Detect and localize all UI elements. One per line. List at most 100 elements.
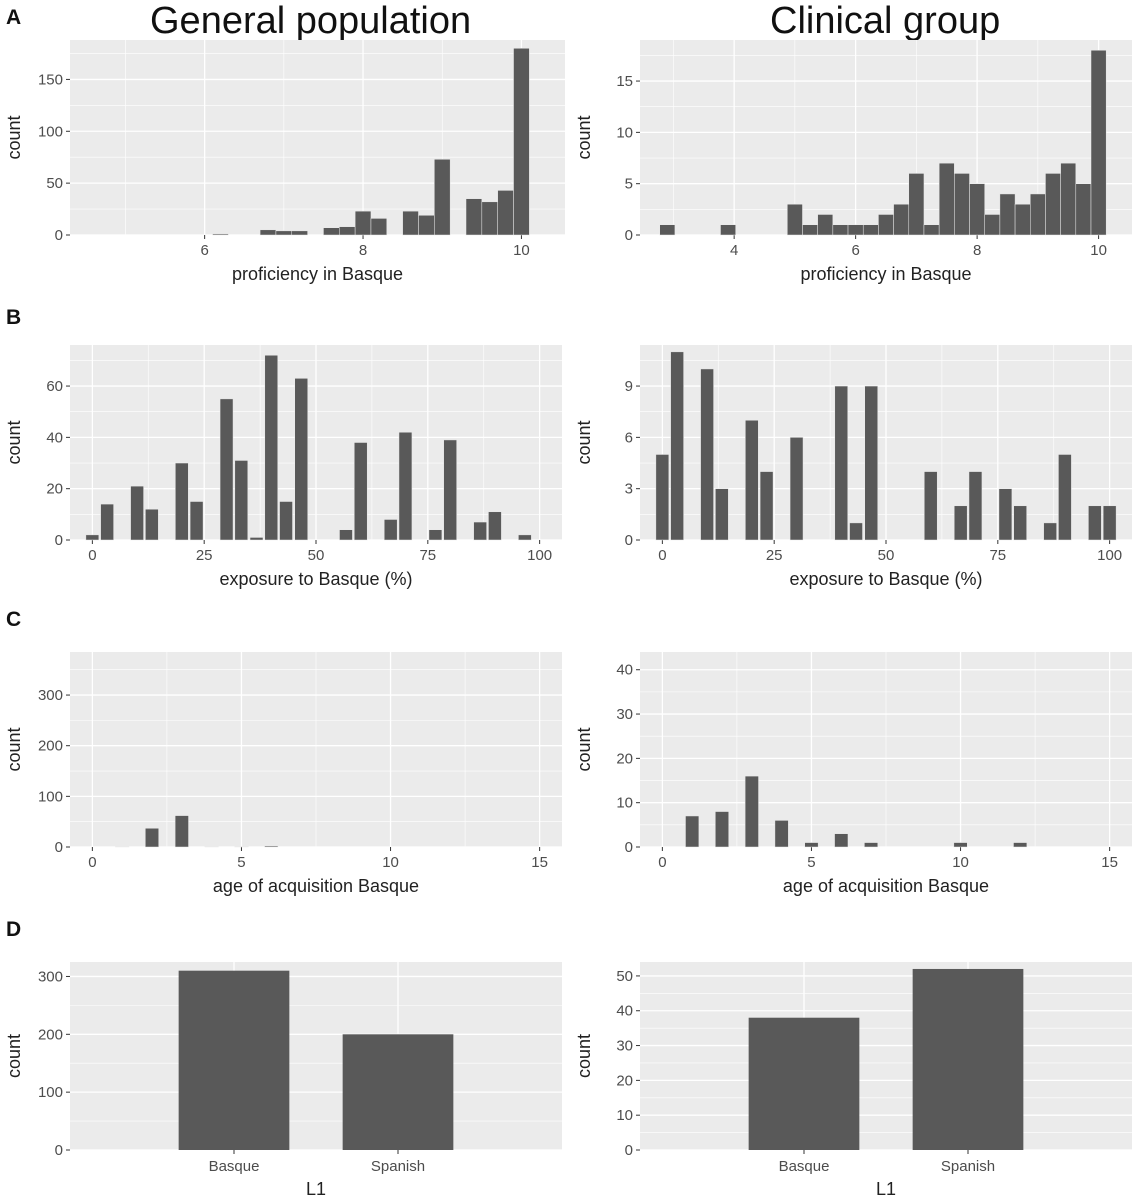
bar — [787, 203, 803, 236]
y-tick-label: 10 — [616, 795, 633, 812]
bar — [115, 846, 130, 848]
bar — [953, 505, 968, 541]
bar — [1013, 842, 1028, 848]
x-tick-label: 6 — [851, 242, 859, 259]
bar — [212, 233, 229, 236]
bar — [481, 201, 498, 236]
bar — [259, 229, 277, 236]
y-tick-label: 0 — [55, 227, 63, 244]
y-tick-label: 6 — [625, 429, 633, 446]
panel-letter-a: A — [6, 6, 22, 29]
bar — [715, 811, 729, 848]
x-axis-title: L1 — [876, 1179, 896, 1199]
column-title-general: General population — [150, 0, 472, 42]
panel-background — [70, 962, 562, 1150]
bar — [85, 534, 100, 541]
bar — [864, 842, 879, 848]
bar — [234, 460, 249, 541]
x-axis-title: proficiency in Basque — [232, 264, 403, 284]
x-tick-label: 100 — [527, 547, 552, 564]
bar — [398, 431, 413, 541]
x-tick-label: 0 — [658, 547, 666, 564]
bar — [473, 521, 487, 541]
bar — [954, 173, 970, 236]
y-tick-label: 0 — [55, 839, 63, 856]
bar — [264, 845, 279, 848]
x-tick-label: 8 — [359, 242, 367, 259]
y-axis-title: count — [4, 1034, 24, 1078]
panel-letter-d: D — [6, 918, 22, 941]
chart-a-general — [66, 40, 565, 239]
y-tick-label: 10 — [616, 1107, 633, 1124]
bar — [802, 224, 818, 236]
bar — [908, 173, 925, 236]
bar — [204, 846, 219, 848]
x-tick-label: 5 — [807, 854, 815, 871]
bar — [1030, 193, 1046, 236]
x-axis-title: age of acquisition Basque — [783, 876, 989, 896]
bar — [294, 378, 308, 541]
y-axis-title: count — [574, 420, 594, 464]
y-axis-title: count — [4, 420, 24, 464]
bar — [759, 471, 774, 541]
bar — [685, 815, 700, 848]
panel-letter-c: C — [6, 608, 22, 631]
bar — [998, 488, 1013, 541]
bar — [720, 224, 736, 236]
y-tick-label: 40 — [46, 429, 63, 446]
y-tick-label: 150 — [38, 71, 63, 88]
chart-b-general — [66, 345, 562, 544]
x-axis-title: L1 — [306, 1179, 326, 1199]
bar — [488, 511, 502, 541]
bar — [804, 842, 819, 848]
x-tick-label: 0 — [88, 854, 96, 871]
bar — [1060, 162, 1077, 236]
x-tick-label: 15 — [1101, 854, 1118, 871]
x-tick-label: Spanish — [941, 1158, 995, 1175]
x-tick-label: Basque — [209, 1158, 260, 1175]
bar — [264, 355, 279, 541]
bar — [383, 519, 398, 541]
x-tick-label: 10 — [1090, 242, 1107, 259]
bar — [834, 833, 849, 848]
y-tick-label: 0 — [55, 1142, 63, 1159]
y-tick-label: 3 — [625, 481, 633, 498]
column-title-clinical: Clinical group — [770, 0, 1001, 42]
bar — [174, 815, 189, 848]
bar — [817, 214, 834, 236]
x-tick-label: 100 — [1097, 547, 1122, 564]
y-tick-label: 20 — [46, 481, 63, 498]
bar — [1045, 173, 1061, 236]
bar — [984, 214, 1001, 236]
bar — [178, 970, 290, 1150]
bar — [323, 227, 340, 236]
bar — [219, 398, 234, 541]
bar — [443, 439, 457, 541]
y-tick-label: 300 — [38, 687, 63, 704]
bar — [1088, 505, 1102, 541]
chart-c-clinical — [636, 652, 1132, 851]
y-tick-label: 60 — [46, 378, 63, 395]
x-tick-label: 50 — [878, 547, 895, 564]
bar — [832, 224, 849, 236]
x-axis-title: exposure to Basque (%) — [789, 569, 982, 589]
x-tick-label: 75 — [989, 547, 1006, 564]
bar — [744, 775, 759, 848]
x-tick-label: 15 — [531, 854, 548, 871]
bar — [1102, 505, 1117, 541]
bar — [893, 203, 910, 236]
bar — [938, 162, 955, 236]
bar — [1043, 522, 1057, 541]
y-axis-title: count — [574, 727, 594, 771]
x-tick-label: Basque — [779, 1158, 830, 1175]
bar — [402, 210, 419, 236]
bar — [923, 224, 940, 236]
chart-a-clinical — [636, 40, 1132, 239]
x-tick-label: 25 — [196, 547, 213, 564]
x-tick-label: 25 — [766, 547, 783, 564]
y-tick-label: 200 — [38, 738, 63, 755]
y-tick-label: 40 — [616, 662, 633, 679]
bar — [1058, 454, 1072, 541]
x-tick-label: 0 — [658, 854, 666, 871]
